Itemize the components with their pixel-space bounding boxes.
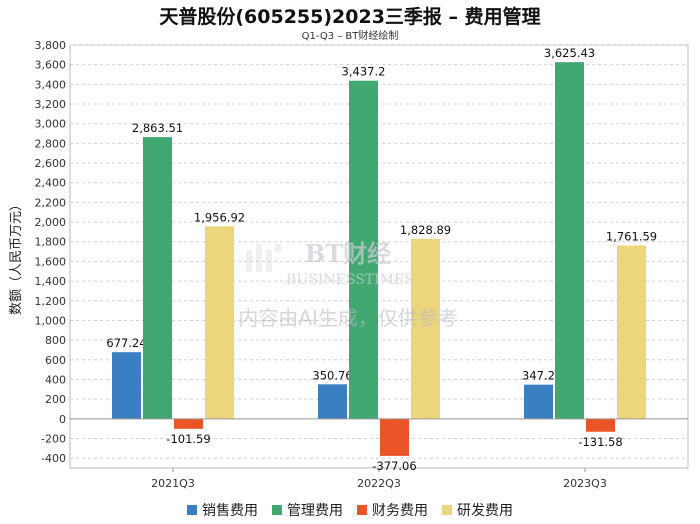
data-label: -377.06 xyxy=(372,459,416,473)
bar xyxy=(380,418,409,456)
x-tick-label: 2023Q3 xyxy=(563,477,607,490)
legend-swatch xyxy=(442,505,452,515)
chart-subtitle: Q1-Q3 – BT财经绘制 xyxy=(301,31,399,42)
data-label: 1,761.59 xyxy=(606,230,657,244)
y-tick-label: 1,800 xyxy=(35,236,67,249)
data-label: 347.2 xyxy=(522,369,555,383)
y-tick-label: 1,000 xyxy=(35,314,67,327)
x-tick-label: 2021Q3 xyxy=(151,477,195,490)
y-tick-label: 0 xyxy=(59,413,66,426)
y-tick-label: 2,200 xyxy=(35,196,67,209)
data-label: 677.24 xyxy=(106,336,146,350)
y-tick-label: 800 xyxy=(45,334,66,347)
y-tick-label: 3,600 xyxy=(35,59,67,72)
bar xyxy=(555,62,584,419)
data-label: 3,625.43 xyxy=(544,46,595,60)
bar xyxy=(205,226,234,419)
watermark-notice: 内容由AI生成，仅供参考 xyxy=(238,306,458,330)
plot-area xyxy=(69,44,689,469)
chart-title: 天普股份(605255)2023三季报 – 费用管理 xyxy=(159,6,541,28)
data-label: 3,437.2 xyxy=(342,65,386,79)
y-tick-label: 3,800 xyxy=(35,39,67,52)
bar-chart: -400 -200 0 200 400 600 800 1,000 1,200 1,400 1,60… xyxy=(9,39,689,490)
data-label: 1,956.92 xyxy=(194,210,245,224)
y-tick-label: 400 xyxy=(45,373,66,386)
bar xyxy=(617,245,646,419)
y-tick-label: 3,400 xyxy=(35,78,67,91)
y-tick-label: 2,000 xyxy=(35,216,67,229)
y-tick-label: 600 xyxy=(45,354,66,367)
bar xyxy=(411,238,440,419)
y-tick-label: 3,200 xyxy=(35,98,67,111)
legend-item: 研发费用 xyxy=(442,500,513,520)
legend-label: 研发费用 xyxy=(457,503,513,519)
y-tick-label: -400 xyxy=(41,452,66,465)
y-tick-label: 1,200 xyxy=(35,295,67,308)
data-label: 1,828.89 xyxy=(400,223,451,237)
bar xyxy=(174,418,203,429)
y-tick-label: 200 xyxy=(45,393,66,406)
legend-item: 管理费用 xyxy=(272,500,343,520)
legend-item: 财务费用 xyxy=(357,500,428,520)
bar xyxy=(143,137,172,419)
y-tick-label: 2,400 xyxy=(35,177,67,190)
legend-label: 销售费用 xyxy=(202,503,258,519)
y-tick-label: 2,800 xyxy=(35,137,67,150)
y-tick-label: -200 xyxy=(41,432,66,445)
y-tick-label: 1,400 xyxy=(35,275,67,288)
bar xyxy=(318,384,347,419)
x-tick-label: 2022Q3 xyxy=(357,477,401,490)
bar xyxy=(524,384,553,419)
watermark-brand-en: BUSINESSTIMES xyxy=(286,272,414,288)
y-tick-label: 1,600 xyxy=(35,255,67,268)
legend-swatch xyxy=(272,505,282,515)
bar xyxy=(586,418,615,432)
legend-item: 销售费用 xyxy=(187,500,258,520)
data-label: -131.58 xyxy=(578,435,622,449)
y-axis-label: 数额（人民币万元） xyxy=(9,198,24,315)
data-label: 2,863.51 xyxy=(132,121,183,135)
legend-swatch xyxy=(357,505,367,515)
bar xyxy=(349,80,378,419)
watermark-brand: BT财经 xyxy=(305,239,391,268)
chart-legend: 销售费用 管理费用 财务费用 研发费用 xyxy=(0,500,700,520)
bt-logo-watermark xyxy=(246,244,282,272)
legend-label: 管理费用 xyxy=(287,503,343,519)
legend-label: 财务费用 xyxy=(372,503,428,519)
data-label: -101.59 xyxy=(166,432,210,446)
bar xyxy=(112,352,141,419)
y-tick-label: 2,600 xyxy=(35,157,67,170)
data-label: 350.76 xyxy=(312,368,352,382)
y-tick-label: 3,000 xyxy=(35,118,67,131)
legend-swatch xyxy=(187,505,197,515)
